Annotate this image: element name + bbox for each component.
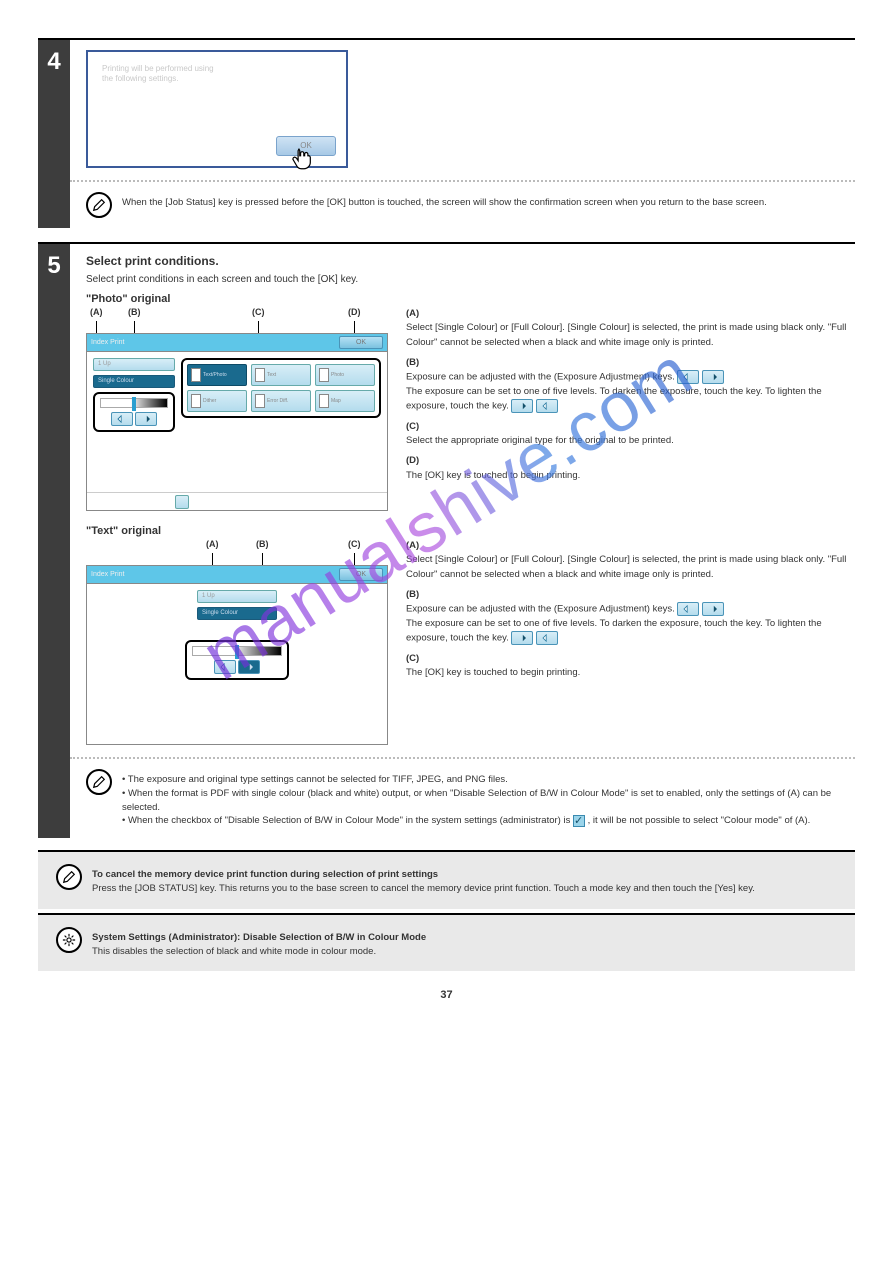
panel-ok-button[interactable]: OK bbox=[339, 336, 383, 349]
right-c-head: (C) bbox=[406, 421, 419, 432]
callout-row-text: (A) (B) (C) bbox=[86, 539, 388, 565]
pencil-icon-3 bbox=[56, 864, 82, 890]
step5-title: Select print conditions. bbox=[86, 254, 855, 268]
right-ta-head: (A) bbox=[406, 540, 419, 551]
original-type-box: Text/Photo Text Photo Dither Error Diff.… bbox=[181, 358, 381, 418]
dialog-line2: the following settings. bbox=[102, 74, 332, 84]
right-b-t1: Exposure can be adjusted with the (Expos… bbox=[406, 370, 855, 385]
step-number-4: 4 bbox=[38, 40, 70, 228]
exposure-darker-icon bbox=[702, 370, 724, 384]
exposure-lighter-button[interactable] bbox=[111, 412, 133, 426]
gray-box-cancel: To cancel the memory device print functi… bbox=[38, 850, 855, 909]
confirm-dialog: Printing will be performed using the fol… bbox=[86, 50, 348, 168]
center-btn-single-colour[interactable]: Single Colour bbox=[197, 607, 277, 620]
exposure-darker-button-2[interactable] bbox=[238, 660, 260, 674]
exposure-box-2 bbox=[185, 640, 289, 680]
panel-title: Index Print bbox=[91, 339, 124, 346]
callout-d: (D) bbox=[348, 307, 361, 317]
right-tb-head: (B) bbox=[406, 589, 419, 600]
dotted-divider bbox=[70, 180, 855, 182]
callout-tb: (B) bbox=[256, 539, 269, 549]
page-number: 37 bbox=[38, 989, 855, 1001]
step-4-section: 4 Printing will be performed using the f… bbox=[38, 40, 855, 228]
exposure-darker-icon-3 bbox=[702, 602, 724, 616]
dotted-divider-2 bbox=[70, 757, 855, 759]
right-ta-text: Select [Single Colour] or [Full Colour].… bbox=[406, 553, 855, 582]
right-tc-text: The [OK] key is touched to begin printin… bbox=[406, 666, 855, 680]
note-text: When the [Job Status] key is pressed bef… bbox=[122, 192, 767, 210]
center-btn-1up[interactable]: 1 Up bbox=[197, 590, 277, 603]
notes-row: • The exposure and original type setting… bbox=[86, 769, 855, 828]
pencil-icon-2 bbox=[86, 769, 112, 795]
exposure-lighter-icon bbox=[677, 370, 699, 384]
note-bullet-1: • The exposure and original type setting… bbox=[122, 773, 855, 787]
mode-text-photo[interactable]: Text/Photo bbox=[187, 364, 247, 386]
step5-subtitle: Select print conditions in each screen a… bbox=[86, 274, 855, 285]
text-print-panel: Index Print OK 1 Up Single Colour bbox=[86, 565, 388, 745]
gray-box-system: System Settings (Administrator): Disable… bbox=[38, 913, 855, 972]
callout-a: (A) bbox=[90, 307, 103, 317]
right-c-text: Select the appropriate original type for… bbox=[406, 434, 855, 448]
mode-photo[interactable]: Photo bbox=[315, 364, 375, 386]
step-5-section: 5 Select print conditions. Select print … bbox=[38, 244, 855, 838]
gray1-text: Press the [JOB STATUS] key. This returns… bbox=[92, 883, 755, 894]
footer-button[interactable] bbox=[175, 495, 189, 509]
callout-ta: (A) bbox=[206, 539, 219, 549]
note-row: When the [Job Status] key is pressed bef… bbox=[86, 192, 855, 218]
exposure-box bbox=[93, 392, 175, 432]
right-b-t2: The exposure can be set to one of five l… bbox=[406, 385, 855, 414]
gray2-title: System Settings (Administrator): Disable… bbox=[92, 932, 426, 943]
exposure-lighter-button-2[interactable] bbox=[214, 660, 236, 674]
right-b-head: (B) bbox=[406, 357, 419, 368]
right-a-head: (A) bbox=[406, 308, 419, 319]
photo-print-panel: Index Print OK 1 Up Single Colour bbox=[86, 333, 388, 511]
panel-title-2: Index Print bbox=[91, 571, 124, 578]
right-tb-t2: The exposure can be set to one of five l… bbox=[406, 617, 855, 646]
exposure-lighter-icon-3 bbox=[677, 602, 699, 616]
gear-icon bbox=[56, 927, 82, 953]
exposure-darker-icon-4 bbox=[511, 631, 533, 645]
mode-map[interactable]: Map bbox=[315, 390, 375, 412]
callout-tc: (C) bbox=[348, 539, 361, 549]
panel-ok-button-2[interactable]: OK bbox=[339, 568, 383, 581]
photo-label: "Photo" original bbox=[86, 293, 855, 305]
note-bullet-3: • When the checkbox of "Disable Selectio… bbox=[122, 814, 855, 828]
mode-text[interactable]: Text bbox=[251, 364, 311, 386]
exposure-lighter-icon-2 bbox=[536, 399, 558, 413]
step-number-5: 5 bbox=[38, 244, 70, 838]
exposure-darker-button[interactable] bbox=[135, 412, 157, 426]
right-d-text: The [OK] key is touched to begin printin… bbox=[406, 469, 855, 483]
panel-footer bbox=[87, 492, 387, 510]
callout-b: (B) bbox=[128, 307, 141, 317]
exposure-lighter-icon-4 bbox=[536, 631, 558, 645]
text-label: "Text" original bbox=[86, 525, 855, 537]
right-tb-t1: Exposure can be adjusted with the (Expos… bbox=[406, 602, 855, 617]
pointer-hand-icon bbox=[290, 146, 316, 172]
pencil-icon bbox=[86, 192, 112, 218]
right-a-text: Select [Single Colour] or [Full Colour].… bbox=[406, 321, 855, 350]
note-bullet-2: • When the format is PDF with single col… bbox=[122, 787, 855, 815]
callout-c: (C) bbox=[252, 307, 265, 317]
right-tc-head: (C) bbox=[406, 653, 419, 664]
left-btn-1up[interactable]: 1 Up bbox=[93, 358, 175, 371]
mode-error-diff[interactable]: Error Diff. bbox=[251, 390, 311, 412]
mode-dither[interactable]: Dither bbox=[187, 390, 247, 412]
checkbox-icon bbox=[573, 815, 585, 827]
exposure-darker-icon-2 bbox=[511, 399, 533, 413]
right-d-head: (D) bbox=[406, 455, 419, 466]
gray2-text: This disables the selection of black and… bbox=[92, 946, 376, 957]
gray1-title: To cancel the memory device print functi… bbox=[92, 869, 438, 880]
dialog-line1: Printing will be performed using bbox=[102, 64, 332, 74]
left-btn-single-colour[interactable]: Single Colour bbox=[93, 375, 175, 388]
callout-row-photo: (A) (B) (C) (D) bbox=[86, 307, 388, 333]
